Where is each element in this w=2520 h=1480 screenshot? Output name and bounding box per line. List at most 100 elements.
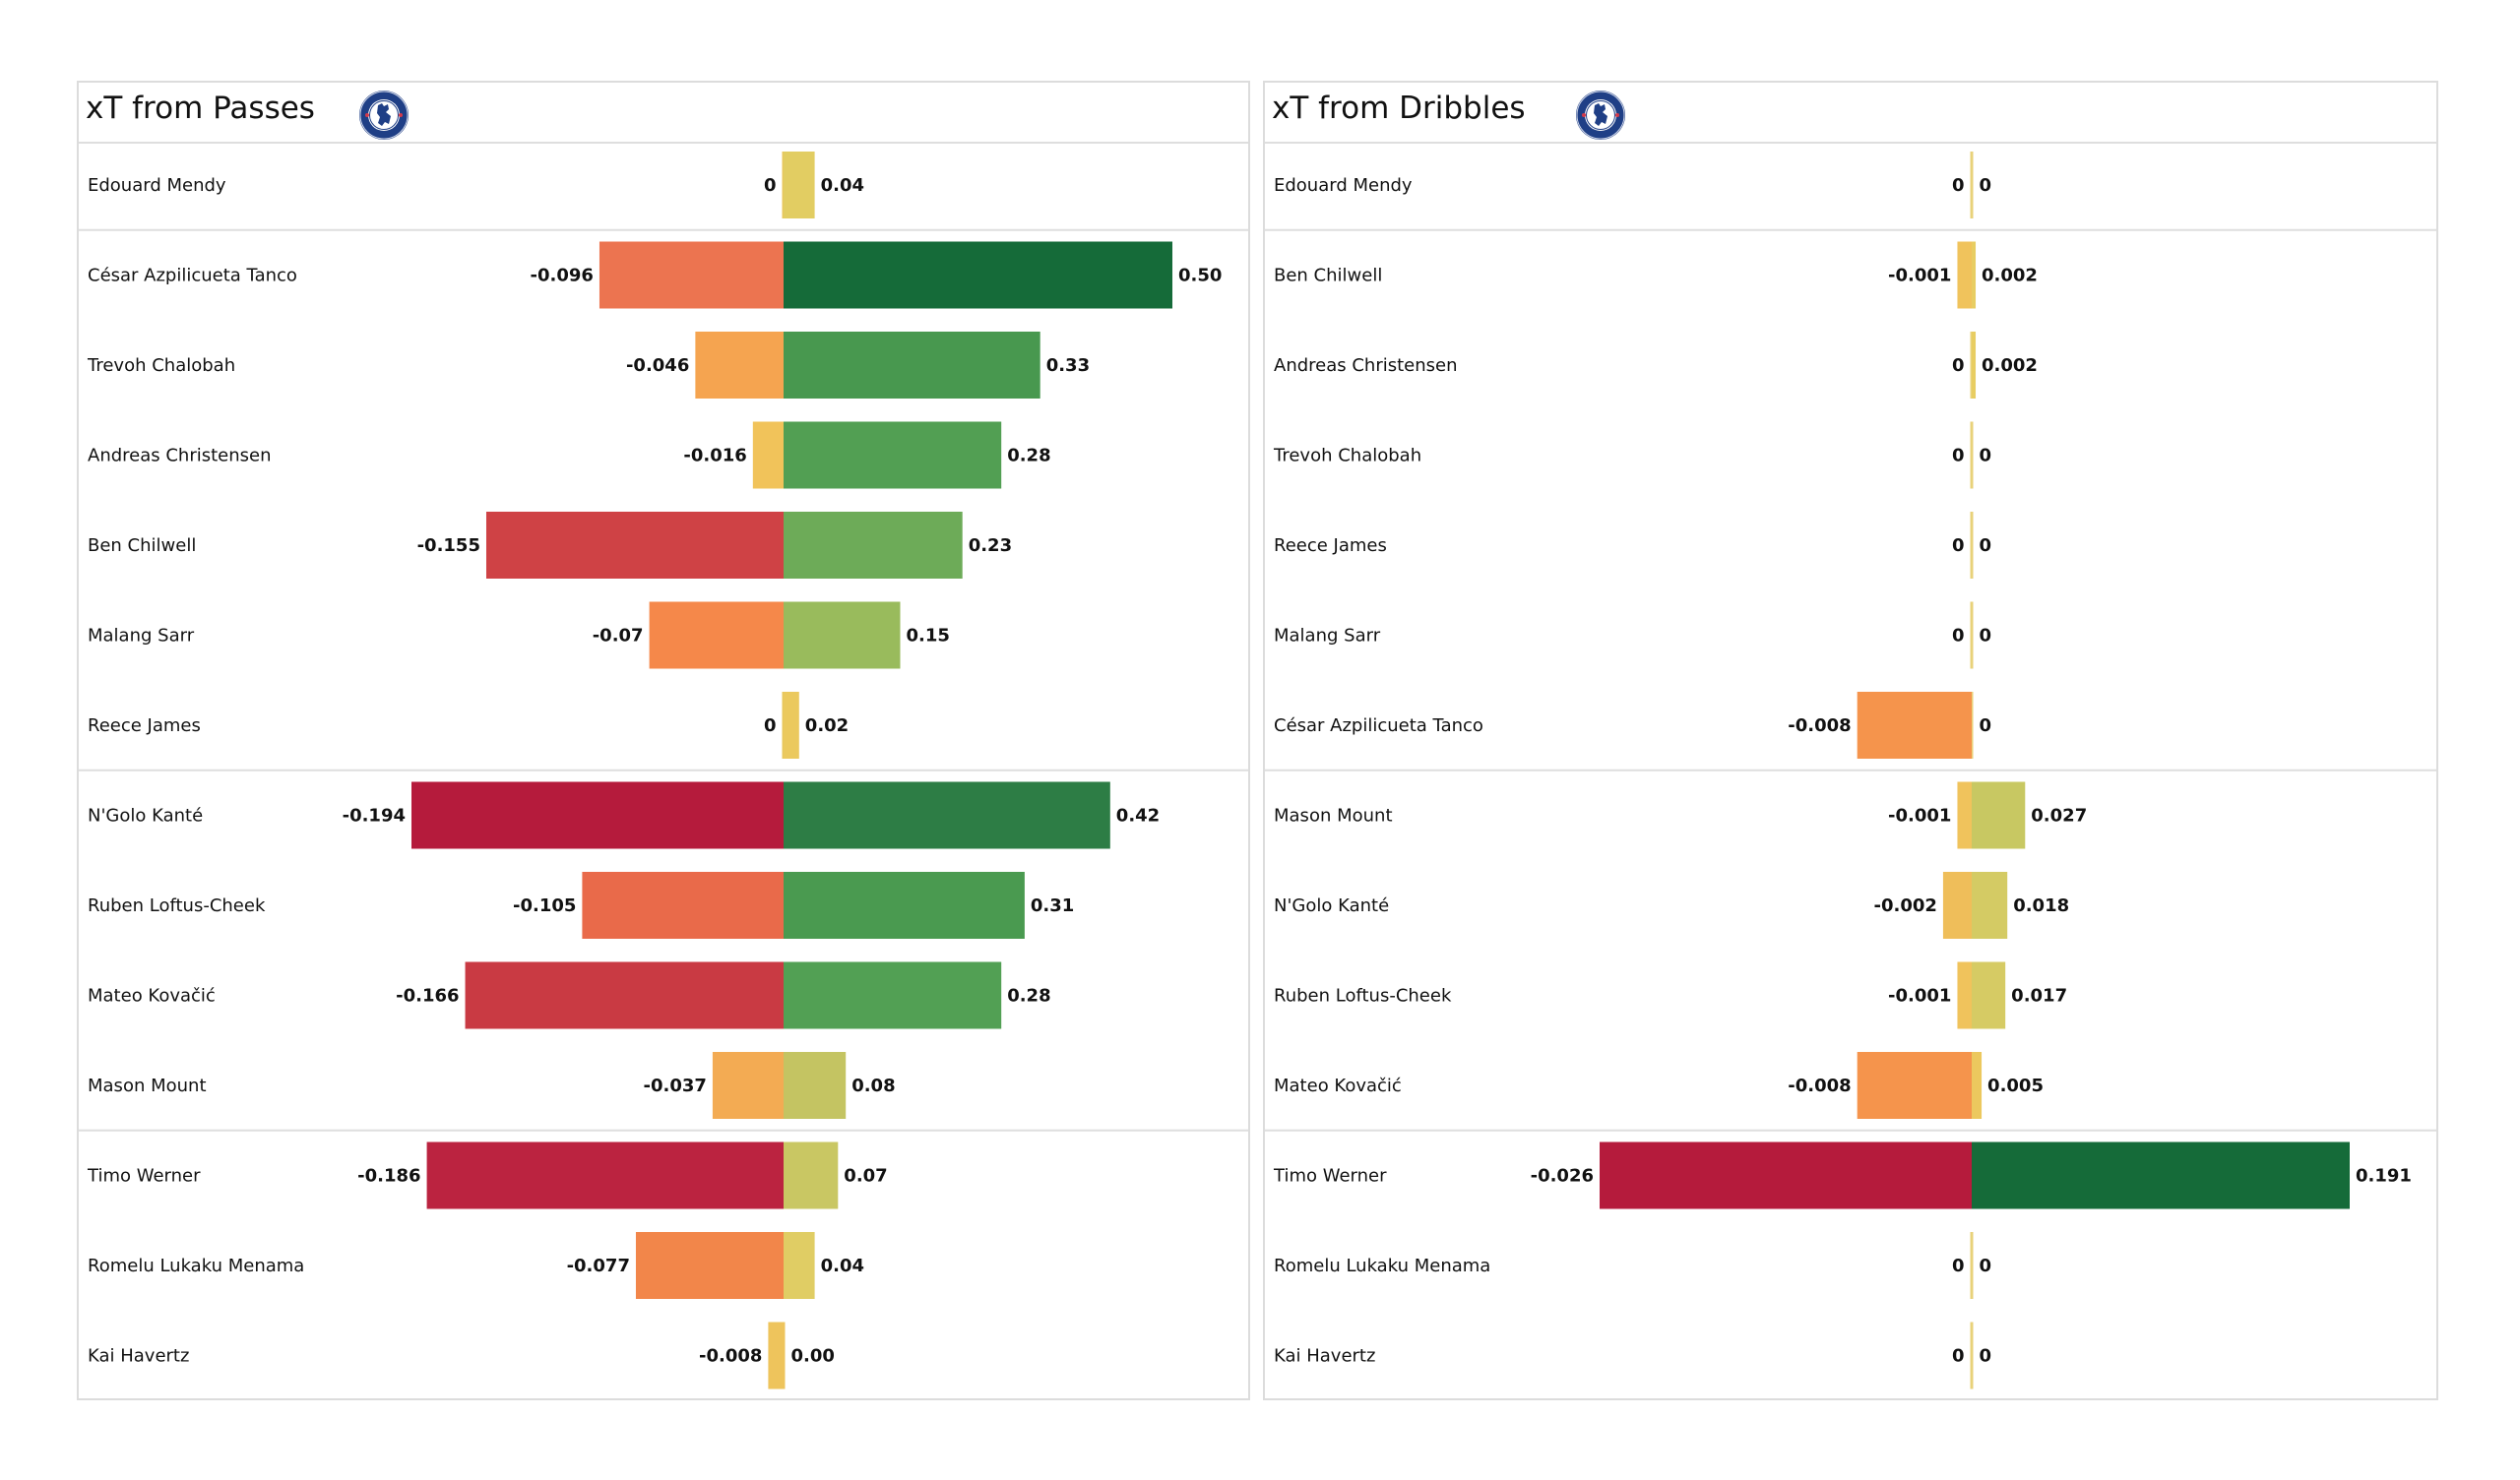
positive-bar xyxy=(784,1232,815,1299)
player-name-label: Edouard Mendy xyxy=(88,175,226,196)
player-name-label: Romelu Lukaku Menama xyxy=(88,1256,304,1276)
positive-bar xyxy=(784,421,1002,489)
negative-value-label: -0.001 xyxy=(1888,986,1951,1007)
player-name-label: Kai Havertz xyxy=(88,1346,189,1367)
negative-value-label: 0 xyxy=(1952,175,1965,196)
negative-value-label: 0 xyxy=(1952,626,1965,647)
player-name-label: Trevoh Chalobah xyxy=(87,355,235,376)
player-name-label: Reece James xyxy=(1274,535,1387,556)
positive-bar xyxy=(784,1052,847,1119)
negative-value-label: -0.037 xyxy=(644,1076,707,1096)
negative-value-label: -0.008 xyxy=(1788,1076,1851,1096)
bar-row: Edouard Mendy 0 0.04 xyxy=(88,152,864,218)
bar-row: Ruben Loftus-Cheek -0.001 0.017 xyxy=(1274,961,2067,1029)
positive-value-label: 0.018 xyxy=(2013,895,2069,916)
negative-value-label: -0.077 xyxy=(567,1256,630,1276)
negative-value-label: -0.186 xyxy=(357,1166,420,1187)
positive-bar xyxy=(1972,152,1974,218)
negative-bar xyxy=(1957,241,1972,309)
positive-value-label: 0.31 xyxy=(1031,895,1074,916)
positive-bar xyxy=(1972,512,1974,579)
positive-value-label: 0.00 xyxy=(791,1346,835,1367)
negative-bar xyxy=(1970,512,1972,579)
positive-bar xyxy=(1972,1141,2350,1209)
negative-bar xyxy=(752,421,784,489)
negative-value-label: -0.155 xyxy=(417,535,480,556)
negative-value-label: -0.026 xyxy=(1531,1166,1594,1187)
player-name-label: Mateo Kovačić xyxy=(88,986,216,1007)
positive-bar xyxy=(1972,332,1977,399)
bar-row: Romelu Lukaku Menama 0 0 xyxy=(1274,1232,1991,1299)
bar-row: Edouard Mendy 0 0 xyxy=(1274,152,1991,218)
negative-value-label: 0 xyxy=(1952,446,1965,466)
player-name-label: Ben Chilwell xyxy=(1274,266,1382,286)
player-name-label: Ruben Loftus-Cheek xyxy=(1274,986,1452,1007)
bar-row: Mateo Kovačić -0.008 0.005 xyxy=(1274,1052,2044,1119)
positive-value-label: 0 xyxy=(1980,715,1992,736)
player-name-label: Ruben Loftus-Cheek xyxy=(88,895,266,916)
player-name-label: N'Golo Kanté xyxy=(1274,895,1389,916)
player-name-label: Mateo Kovačić xyxy=(1274,1076,1402,1096)
player-name-label: Romelu Lukaku Menama xyxy=(1274,1256,1490,1276)
negative-bar xyxy=(1970,152,1972,218)
player-name-label: César Azpilicueta Tanco xyxy=(1274,715,1483,736)
negative-value-label: 0 xyxy=(1952,1256,1965,1276)
positive-value-label: 0.50 xyxy=(1178,266,1222,286)
negative-value-label: 0 xyxy=(1952,355,1965,376)
positive-bar xyxy=(1972,692,1974,759)
bar-row: Mason Mount -0.001 0.027 xyxy=(1274,781,2087,849)
negative-value-label: 0 xyxy=(764,715,777,736)
positive-value-label: 0.08 xyxy=(851,1076,895,1096)
positive-value-label: 0.04 xyxy=(821,175,864,196)
panel-xt-dribbles: xT from Dribbles Edouard Mendy 0 0 Ben Chil… xyxy=(1263,81,2438,1400)
negative-bar xyxy=(485,512,784,579)
negative-bar xyxy=(1857,692,1972,759)
positive-bar xyxy=(784,512,963,579)
player-name-label: Malang Sarr xyxy=(88,626,195,647)
panel-title: xT from Dribbles xyxy=(1272,91,1526,126)
panel-header: xT from Dribbles xyxy=(1265,83,2436,144)
positive-bar xyxy=(784,601,901,669)
negative-bar xyxy=(649,601,784,669)
negative-bar xyxy=(1942,872,1972,939)
bar-row: Trevoh Chalobah 0 0 xyxy=(1273,421,1992,489)
negative-bar xyxy=(635,1232,784,1299)
bar-row: Malang Sarr 0 0 xyxy=(1274,601,1991,669)
positive-value-label: 0 xyxy=(1980,446,1992,466)
positive-value-label: 0 xyxy=(1980,1256,1992,1276)
panel-header: xT from Passes xyxy=(79,83,1248,144)
bar-row: Kai Havertz -0.008 0.00 xyxy=(88,1322,835,1389)
negative-bar xyxy=(1970,601,1972,669)
positive-value-label: 0.28 xyxy=(1007,446,1050,466)
player-name-label: Timo Werner xyxy=(1273,1166,1387,1187)
negative-bar xyxy=(1970,1232,1972,1299)
bar-row: Romelu Lukaku Menama -0.077 0.04 xyxy=(88,1232,864,1299)
positive-value-label: 0.15 xyxy=(907,626,950,647)
player-name-label: Edouard Mendy xyxy=(1274,175,1413,196)
player-name-label: Malang Sarr xyxy=(1274,626,1381,647)
negative-value-label: -0.096 xyxy=(531,266,594,286)
positive-value-label: 0.42 xyxy=(1116,806,1160,827)
bar-row: Mason Mount -0.037 0.08 xyxy=(88,1052,896,1119)
positive-bar xyxy=(784,332,1040,399)
negative-bar xyxy=(782,152,784,218)
bar-row: Timo Werner -0.186 0.07 xyxy=(87,1141,888,1209)
bar-row: Trevoh Chalobah -0.046 0.33 xyxy=(87,332,1090,399)
negative-bar xyxy=(582,872,784,939)
bar-row: N'Golo Kanté -0.194 0.42 xyxy=(88,781,1160,849)
positive-value-label: 0.191 xyxy=(2356,1166,2412,1187)
positive-value-label: 0.23 xyxy=(969,535,1012,556)
chelsea-crest-icon xyxy=(359,91,409,140)
player-name-label: Timo Werner xyxy=(87,1166,201,1187)
negative-value-label: 0 xyxy=(1952,1346,1965,1367)
negative-bar xyxy=(465,961,784,1029)
negative-bar xyxy=(1957,961,1972,1029)
positive-bar xyxy=(784,961,1002,1029)
negative-bar xyxy=(782,692,784,759)
negative-value-label: 0 xyxy=(1952,535,1965,556)
positive-value-label: 0.005 xyxy=(1987,1076,2044,1096)
player-name-label: Trevoh Chalobah xyxy=(1273,446,1421,466)
positive-bar xyxy=(784,781,1110,849)
negative-bar xyxy=(1970,332,1972,399)
positive-bar xyxy=(784,1322,786,1389)
